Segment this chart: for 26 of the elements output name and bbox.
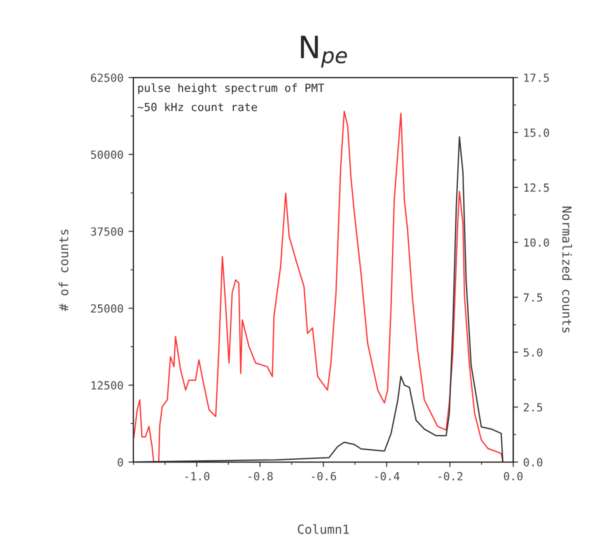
x-tick-label: -0.8 [248,472,273,480]
y2-tick-label: 15.0 [524,128,550,137]
y-tick-label: 62500 [90,74,123,82]
y-tick-label: 37500 [90,227,123,236]
x-tick-label: 0.0 [504,472,523,480]
y2-tick-label: 0.0 [524,458,542,466]
x-tick-label: -0.4 [375,472,400,480]
y-tick-label: 50000 [91,150,123,159]
y-tick-label: 0 [118,458,123,466]
y2-tick-label: 12.5 [524,183,549,192]
chart-title: N$_{pe}$ [300,36,347,68]
y-tick-label: 25000 [91,304,123,313]
y2-tick-label: 7.5 [524,293,542,302]
y2-tick-label: 17.5 [524,74,549,82]
annotation: pulse height spectrum of PMT [138,83,324,94]
y2-tick-label: 10.0 [524,238,550,247]
x-axis-title: Column1 [298,524,349,534]
y-axis-title: # of counts [58,230,68,312]
y2-axis-title: Normalized counts [562,206,572,333]
annotation: ~50 kHz count rate [138,102,257,112]
y-tick-label: 12500 [92,381,123,390]
y2-tick-label: 5.0 [524,348,542,357]
x-tick-label: -1.0 [185,472,210,480]
y2-tick-label: 2.5 [524,403,542,412]
x-tick-label: -0.2 [438,472,462,480]
x-tick-label: -0.6 [312,472,336,480]
